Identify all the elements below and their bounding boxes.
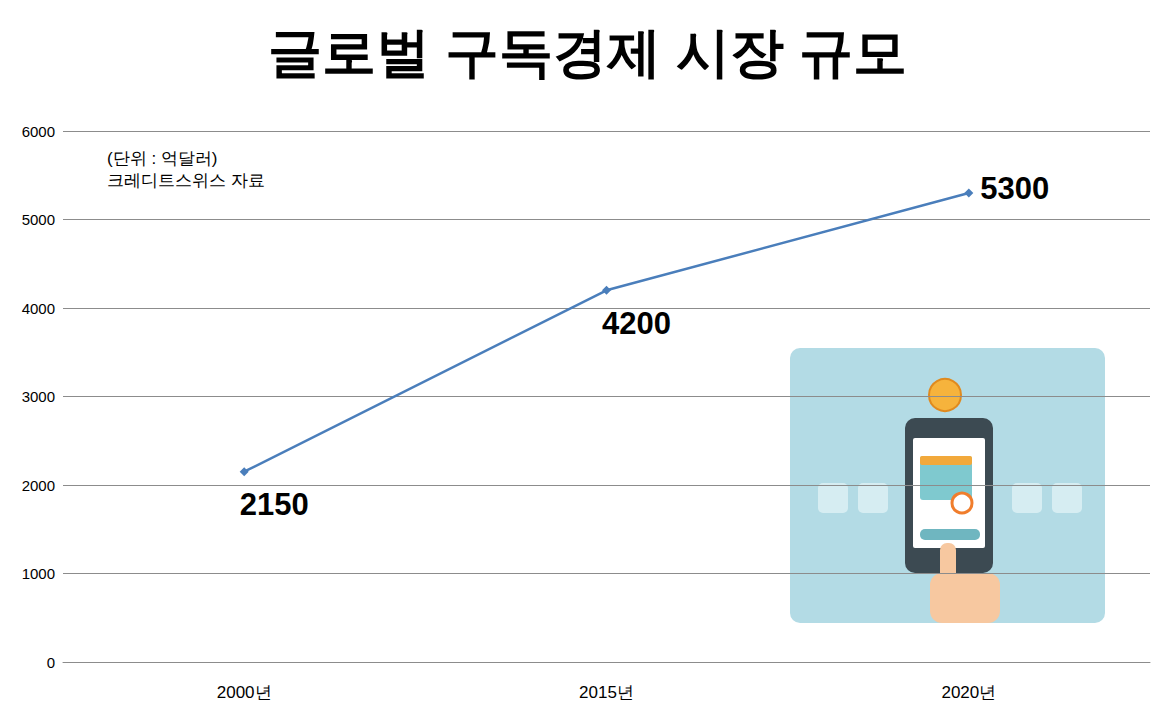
svg-text:4000: 4000 xyxy=(22,300,55,317)
svg-text:5000: 5000 xyxy=(22,211,55,228)
svg-text:1000: 1000 xyxy=(22,565,55,582)
svg-text:5300: 5300 xyxy=(980,171,1049,206)
svg-text:크레디트스위스 자료: 크레디트스위스 자료 xyxy=(107,171,265,190)
svg-text:6000: 6000 xyxy=(22,123,55,140)
svg-text:2015년: 2015년 xyxy=(579,683,634,702)
svg-text:(단위 : 억달러): (단위 : 억달러) xyxy=(107,149,218,168)
svg-text:2150: 2150 xyxy=(240,487,309,522)
svg-text:2000: 2000 xyxy=(22,477,55,494)
svg-text:2020년: 2020년 xyxy=(941,683,996,702)
svg-text:4200: 4200 xyxy=(602,306,671,341)
svg-text:2000년: 2000년 xyxy=(217,683,272,702)
svg-text:3000: 3000 xyxy=(22,388,55,405)
svg-text:글로벌 구독경제 시장 규모: 글로벌 구독경제 시장 규모 xyxy=(268,22,907,82)
svg-text:0: 0 xyxy=(47,654,55,671)
